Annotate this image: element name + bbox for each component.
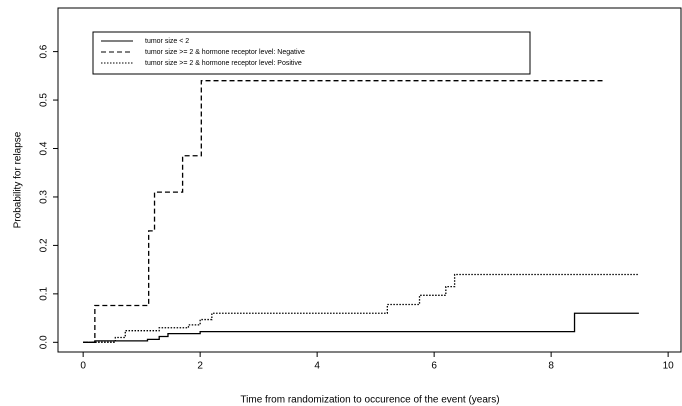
plot-frame [57, 7, 682, 353]
legend [92, 31, 531, 75]
y-tick-label: 0.3 [39, 190, 50, 204]
x-tick-label: 8 [548, 361, 554, 372]
x-tick-label: 2 [197, 361, 203, 372]
step-line [83, 312, 639, 343]
legend-label: tumor size >= 2 & hormone receptor level… [145, 49, 305, 56]
y-tick-label: 0.5 [39, 93, 50, 107]
x-tick-label: 6 [431, 361, 437, 372]
legend-label: tumor size < 2 [145, 38, 189, 45]
y-tick-label: 0.2 [39, 238, 50, 252]
y-axis-label: Probability for relapse [13, 131, 24, 228]
y-tick-label: 0.1 [39, 286, 50, 300]
step-line [83, 80, 604, 343]
x-tick-label: 4 [314, 361, 320, 372]
legend-label: tumor size >= 2 & hormone receptor level… [145, 60, 302, 67]
y-tick-label: 0.0 [39, 335, 50, 349]
y-tick-label: 0.4 [39, 141, 50, 155]
x-axis-label: Time from randomization to occurence of … [240, 395, 499, 406]
step-line [83, 273, 639, 343]
x-tick-label: 0 [80, 361, 86, 372]
y-tick-label: 0.6 [39, 44, 50, 58]
x-tick-label: 10 [663, 361, 675, 372]
